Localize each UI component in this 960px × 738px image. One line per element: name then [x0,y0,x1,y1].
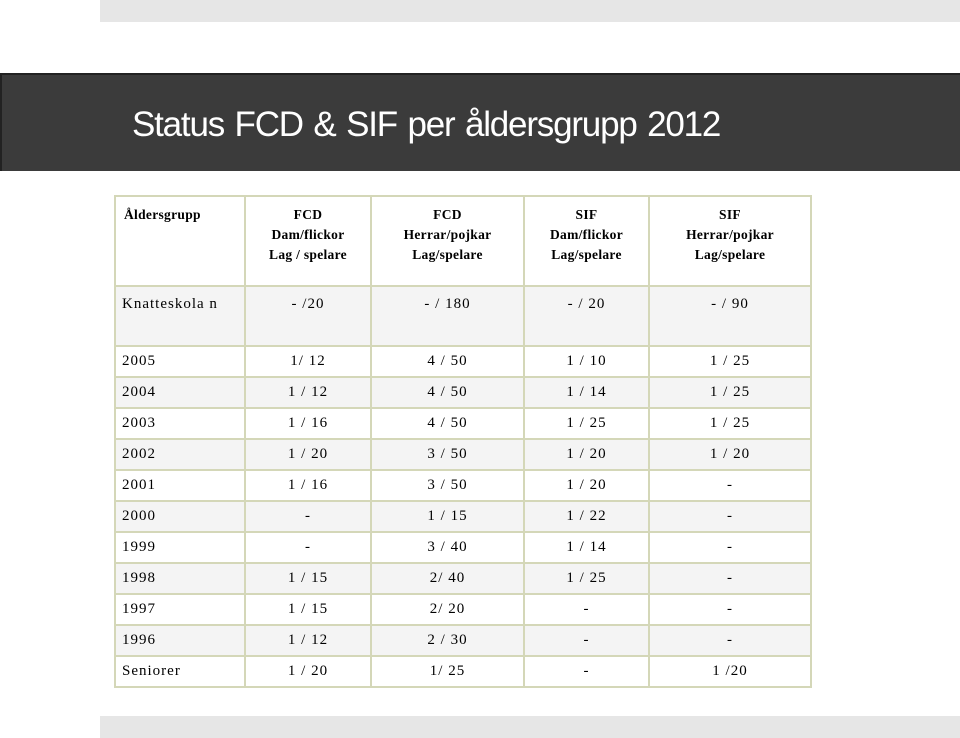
header-line: Lag / spelare [269,247,347,262]
table-cell: 1 / 14 [523,531,650,564]
table-row: 2000 - 1 / 15 1 / 22 - [114,500,812,533]
table-cell: 1 / 25 [523,407,650,440]
table-cell: 1 / 12 [244,376,372,409]
table-cell: 1/ 12 [244,345,372,378]
table-cell: - [523,593,650,626]
table-cell: - [523,655,650,688]
table-cell: 1 / 16 [244,469,372,502]
header-line: SIF [575,207,598,222]
table-cell: 1 / 15 [244,562,372,595]
table-cell: - / 180 [370,285,525,347]
row-label: Knatteskola n [114,285,246,347]
header-sif-herrar: SIF Herrar/pojkar Lag/spelare [648,195,812,287]
table-cell: 4 / 50 [370,376,525,409]
table-cell: 3 / 40 [370,531,525,564]
row-label: 1997 [114,593,246,626]
top-strip [100,0,960,22]
table-cell: 1 /20 [648,655,812,688]
table-cell: - [648,500,812,533]
row-label: 1999 [114,531,246,564]
table-cell: - [648,593,812,626]
table-row: 2001 1 / 16 3 / 50 1 / 20 - [114,469,812,502]
table-cell: 1 / 16 [244,407,372,440]
table-cell: - [244,531,372,564]
table-row: Knatteskola n - /20 - / 180 - / 20 - / 9… [114,285,812,347]
table-cell: - [523,624,650,657]
table-row: 1997 1 / 15 2/ 20 - - [114,593,812,626]
table-cell: 1 / 20 [523,469,650,502]
header-fcd-herrar: FCD Herrar/pojkar Lag/spelare [370,195,525,287]
header-line: Lag/spelare [412,247,483,262]
table-cell: - /20 [244,285,372,347]
table-row: 2003 1 / 16 4 / 50 1 / 25 1 / 25 [114,407,812,440]
row-label: 1998 [114,562,246,595]
table-cell: 1 / 20 [648,438,812,471]
header-line: Dam/flickor [271,227,345,242]
table-cell: 2/ 20 [370,593,525,626]
slide-title: Status FCD & SIF per åldersgrupp 2012 [132,105,721,144]
header-row: Åldersgrupp FCD Dam/flickor Lag / spelar… [114,195,812,287]
table-row: 1999 - 3 / 40 1 / 14 - [114,531,812,564]
table-row: 1996 1 / 12 2 / 30 - - [114,624,812,657]
table-cell: 3 / 50 [370,438,525,471]
title-bar: Status FCD & SIF per åldersgrupp 2012 [0,73,960,171]
table-cell: 1 / 10 [523,345,650,378]
row-label: 2004 [114,376,246,409]
table-cell: 1 / 20 [523,438,650,471]
header-sif-dam: SIF Dam/flickor Lag/spelare [523,195,650,287]
table-cell: 1 / 12 [244,624,372,657]
table-row: Seniorer 1 / 20 1/ 25 - 1 /20 [114,655,812,688]
header-fcd-dam: FCD Dam/flickor Lag / spelare [244,195,372,287]
table-row: 2002 1 / 20 3 / 50 1 / 20 1 / 20 [114,438,812,471]
row-label: Seniorer [114,655,246,688]
table-cell: - [648,562,812,595]
table-cell: 1 / 25 [648,345,812,378]
table-cell: 1 / 25 [648,376,812,409]
table-cell: - [648,531,812,564]
table-cell: 1 / 25 [648,407,812,440]
table-cell: 4 / 50 [370,345,525,378]
table-cell: - [244,500,372,533]
header-line: Lag/spelare [694,247,766,262]
table-cell: 1 / 20 [244,438,372,471]
status-table: Åldersgrupp FCD Dam/flickor Lag / spelar… [114,195,812,688]
header-line: Dam/flickor [549,227,624,242]
table-cell: 1 / 15 [244,593,372,626]
header-line: Lag/spelare [551,247,622,262]
table-cell: 3 / 50 [370,469,525,502]
table-cell: 2/ 40 [370,562,525,595]
row-label: 2003 [114,407,246,440]
table-cell: - [648,624,812,657]
bottom-strip [100,716,960,738]
table-cell: 1 / 20 [244,655,372,688]
header-line: Herrar/pojkar [686,227,774,242]
table-row: 2005 1/ 12 4 / 50 1 / 10 1 / 25 [114,345,812,378]
table-cell: 1 / 22 [523,500,650,533]
header-line: FCD [433,207,462,222]
table-cell: 1 / 14 [523,376,650,409]
table-cell: - [648,469,812,502]
table-row: 2004 1 / 12 4 / 50 1 / 14 1 / 25 [114,376,812,409]
row-label: 2005 [114,345,246,378]
table-cell: - / 90 [648,285,812,347]
row-label: 2000 [114,500,246,533]
row-label: 2001 [114,469,246,502]
table-cell: 1 / 25 [523,562,650,595]
table-cell: 1/ 25 [370,655,525,688]
table-cell: 4 / 50 [370,407,525,440]
header-line: SIF [719,207,741,222]
table-cell: 2 / 30 [370,624,525,657]
table-cell: - / 20 [523,285,650,347]
row-label: 1996 [114,624,246,657]
header-agegroup: Åldersgrupp [114,195,246,287]
header-line: FCD [293,207,323,222]
table-cell: 1 / 15 [370,500,525,533]
table-row: 1998 1 / 15 2/ 40 1 / 25 - [114,562,812,595]
row-label: 2002 [114,438,246,471]
header-line: Herrar/pojkar [403,227,492,242]
